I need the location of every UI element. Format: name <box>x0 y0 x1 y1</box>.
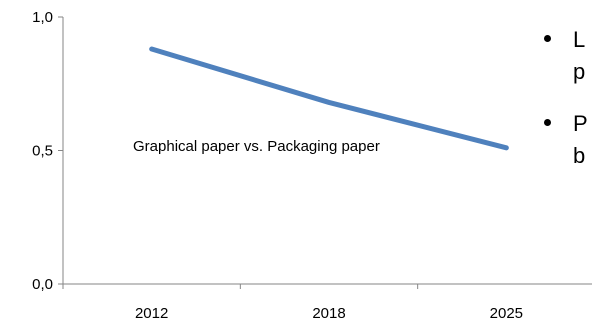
y-tick-label: 0,0 <box>32 276 53 293</box>
y-tick-label: 1,0 <box>32 9 53 26</box>
bullet-list: L p P b <box>544 24 592 192</box>
bullet-item-2: P b <box>544 108 592 172</box>
x-tick-label: 2025 <box>490 305 523 322</box>
bullet-item-1: L p <box>544 24 592 88</box>
bullet-item-line: L <box>573 27 586 52</box>
chart-tick-labels: 0,0 0,5 1,0 2012 2018 2025 <box>32 9 523 322</box>
bullet-item-line: b <box>573 143 586 168</box>
chart-annotation: Graphical paper vs. Packaging paper <box>133 138 380 155</box>
bullet-dot-icon <box>544 119 551 126</box>
bullet-item-line: p <box>573 59 586 84</box>
y-tick-label: 0,5 <box>32 143 53 160</box>
chart-series <box>149 46 509 151</box>
series-line <box>149 46 509 151</box>
bullet-dot-icon <box>544 35 551 42</box>
x-tick-label: 2018 <box>312 305 345 322</box>
x-tick-label: 2012 <box>135 305 168 322</box>
chart-axes <box>58 16 592 289</box>
bullet-item-line: P <box>573 111 588 136</box>
